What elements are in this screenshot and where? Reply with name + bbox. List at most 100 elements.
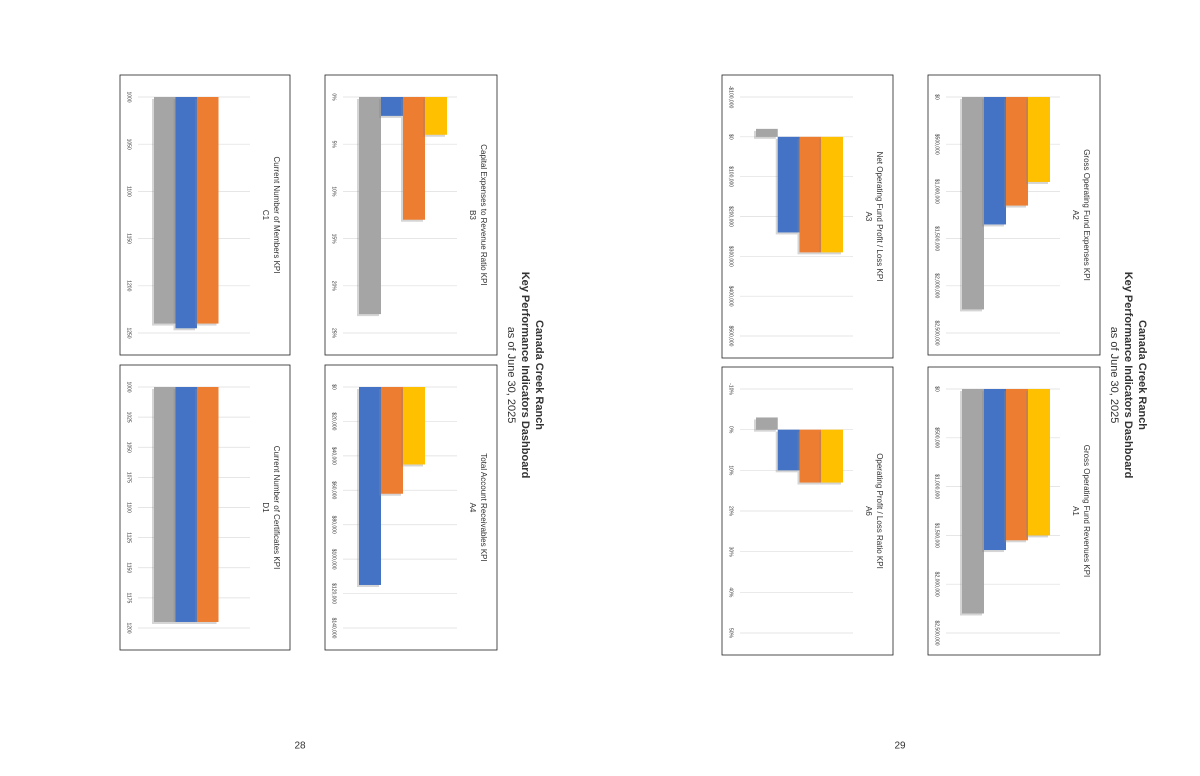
tick-label: 1050 — [126, 442, 132, 453]
tick-label: $60,000 — [331, 481, 337, 499]
bar — [756, 417, 778, 430]
tick-label: $500,000 — [934, 427, 940, 448]
tick-label: 10% — [728, 465, 734, 476]
tick-label: 1150 — [126, 233, 132, 244]
bar — [1006, 97, 1028, 206]
bar — [984, 97, 1006, 225]
tick-label: 20% — [728, 506, 734, 517]
tick-label: $0 — [728, 134, 734, 140]
tick-label: $1,000,000 — [934, 179, 940, 204]
chart-code: A2 — [1071, 210, 1080, 220]
chart-title: Capital Expenses to Revenue Ratio KPI — [479, 144, 488, 285]
tick-label: 40% — [728, 587, 734, 598]
bar — [756, 128, 778, 137]
bar — [154, 387, 176, 622]
tick-label: 1025 — [126, 412, 132, 423]
tick-label: $140,000 — [331, 618, 337, 639]
chart-title: Total Account Receivables KPI — [479, 453, 488, 562]
chart-code: B3 — [468, 210, 477, 220]
header-subtitle: Key Performance Indicators Dashboard — [1122, 272, 1134, 479]
tick-label: 20% — [331, 281, 337, 292]
chart-code: A3 — [864, 212, 873, 222]
tick-label: $2,000,000 — [934, 572, 940, 597]
bar — [425, 97, 447, 135]
tick-label: 1200 — [126, 280, 132, 291]
tick-label: $0 — [934, 386, 940, 392]
tick-label: $40,000 — [331, 447, 337, 465]
tick-label: $80,000 — [331, 516, 337, 534]
tick-label: 1125 — [126, 532, 132, 543]
tick-label: $120,000 — [331, 583, 337, 604]
bar — [359, 387, 381, 585]
tick-label: $1,000,000 — [934, 474, 940, 499]
tick-label: 5% — [331, 141, 337, 149]
tick-label: $100,000 — [728, 166, 734, 187]
tick-label: -$100,000 — [728, 86, 734, 109]
page-number: 29 — [894, 741, 906, 752]
tick-label: 1175 — [126, 592, 132, 603]
bar — [984, 389, 1006, 551]
chart-code: D1 — [261, 502, 270, 513]
bar — [799, 429, 822, 483]
tick-label: $200,000 — [728, 206, 734, 227]
bar — [403, 387, 425, 465]
tick-label: $500,000 — [934, 134, 940, 155]
tick-label: $0 — [331, 384, 337, 390]
tick-label: $1,500,000 — [934, 226, 940, 251]
header-date: as of June 30, 2025 — [505, 327, 517, 424]
chart-title: Net Operating Fund Profit / Loss KPI — [875, 152, 884, 282]
tick-label: 50% — [728, 628, 734, 639]
tick-label: $2,000,000 — [934, 273, 940, 298]
bar — [175, 97, 197, 329]
tick-label: $100,000 — [331, 549, 337, 570]
tick-label: $400,000 — [728, 286, 734, 307]
tick-label: $0 — [934, 94, 940, 100]
tick-label: 10% — [331, 186, 337, 197]
tick-label: 1050 — [126, 139, 132, 150]
bar — [962, 97, 984, 310]
tick-label: 1200 — [126, 622, 132, 633]
bar — [154, 97, 176, 324]
tick-label: 1000 — [126, 381, 132, 392]
bar — [197, 97, 219, 324]
tick-label: $20,000 — [331, 412, 337, 430]
bar — [777, 429, 800, 471]
bar — [821, 136, 843, 253]
tick-label: $2,500,000 — [934, 620, 940, 645]
bar — [962, 389, 984, 614]
bar — [197, 387, 219, 622]
tick-label: $500,000 — [728, 326, 734, 347]
tick-label: $1,500,000 — [934, 523, 940, 548]
bar — [1028, 97, 1050, 182]
bar — [1006, 389, 1028, 541]
bar — [403, 97, 425, 220]
chart-title: Gross Operating Fund Expenses KPI — [1082, 149, 1091, 281]
tick-label: 25% — [331, 328, 337, 339]
tick-label: 0% — [728, 426, 734, 434]
tick-label: 1250 — [126, 327, 132, 338]
chart-code: A1 — [1071, 506, 1080, 516]
chart-title: Current Number of Members KPI — [272, 157, 281, 274]
header-right: Canada Creek Ranch Key Performance Indic… — [1108, 272, 1148, 479]
chart-title: Operating Profit / Loss Ratio KPI — [875, 453, 884, 569]
chart-code: C1 — [261, 210, 270, 221]
tick-label: $2,500,000 — [934, 320, 940, 345]
bar — [381, 97, 403, 116]
page-number: 28 — [294, 741, 306, 752]
tick-label: 1100 — [126, 186, 132, 197]
header-subtitle: Key Performance Indicators Dashboard — [519, 272, 531, 479]
chart-code: A4 — [468, 503, 477, 513]
header-left: Canada Creek Ranch Key Performance Indic… — [505, 272, 545, 479]
tick-label: 15% — [331, 234, 337, 245]
bar — [777, 136, 800, 233]
header-title: Canada Creek Ranch — [1136, 320, 1148, 430]
chart-title: Gross Operating Fund Revenues KPI — [1082, 445, 1091, 578]
bar — [1028, 389, 1050, 536]
bar — [359, 97, 381, 315]
